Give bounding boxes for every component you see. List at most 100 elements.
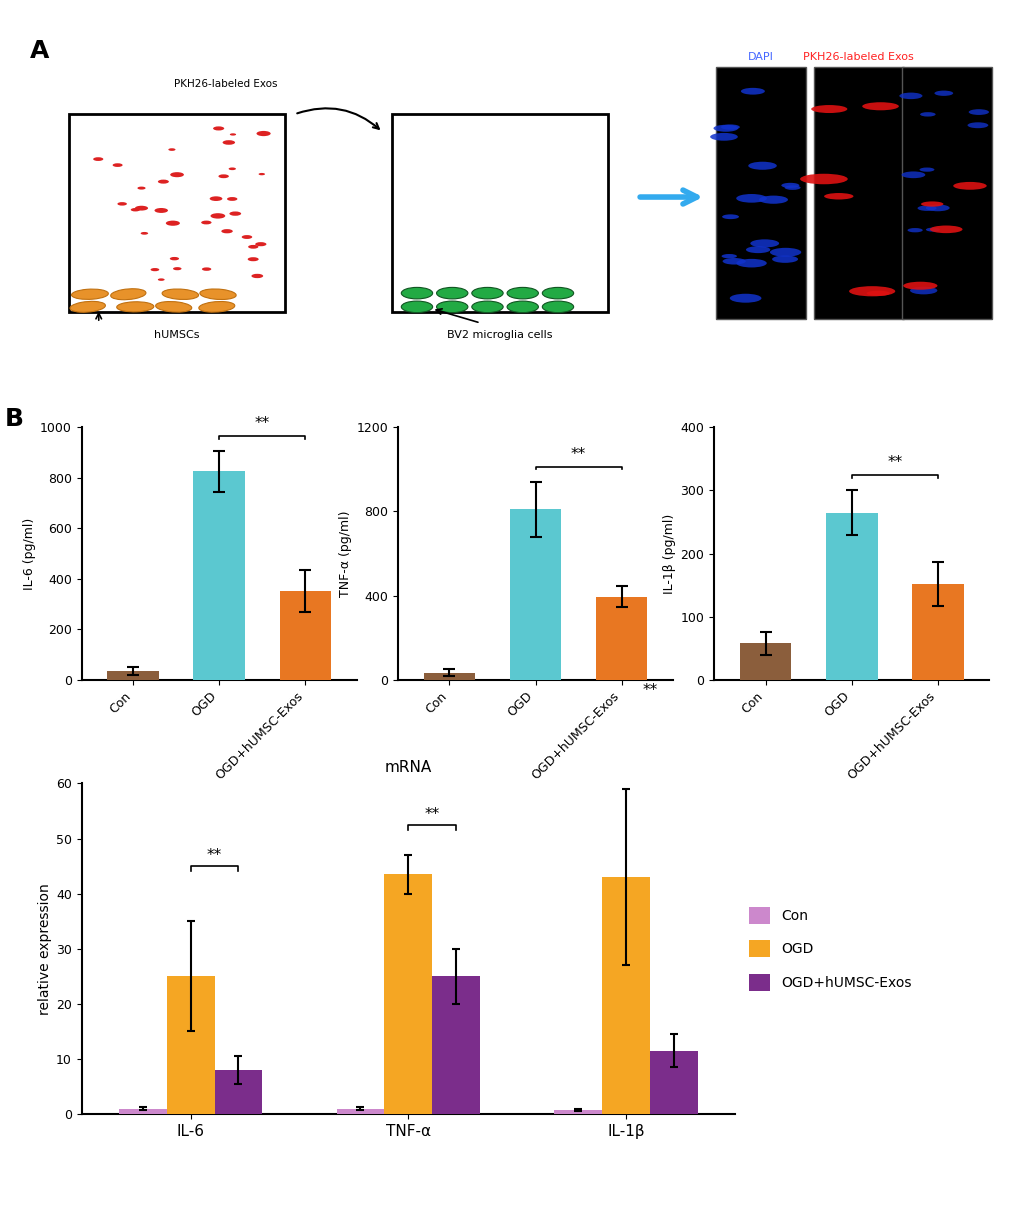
Text: **: ** <box>887 455 902 470</box>
Ellipse shape <box>925 205 949 211</box>
Bar <box>813 68 903 320</box>
Circle shape <box>227 197 237 201</box>
Circle shape <box>259 173 265 176</box>
Ellipse shape <box>901 172 924 178</box>
Text: B: B <box>4 407 23 431</box>
Ellipse shape <box>740 88 764 94</box>
Bar <box>715 68 805 320</box>
Circle shape <box>112 163 122 167</box>
Ellipse shape <box>907 228 922 233</box>
Ellipse shape <box>781 183 799 188</box>
Circle shape <box>213 126 224 131</box>
Bar <box>510 510 560 679</box>
Y-axis label: TNF-α (pg/ml): TNF-α (pg/ml) <box>339 510 352 597</box>
Circle shape <box>542 302 573 312</box>
Circle shape <box>202 268 211 271</box>
Ellipse shape <box>903 282 936 289</box>
Circle shape <box>170 172 183 177</box>
Text: **: ** <box>255 417 270 431</box>
Circle shape <box>210 213 225 219</box>
Circle shape <box>436 302 468 312</box>
Ellipse shape <box>929 225 962 234</box>
Bar <box>166 976 214 1114</box>
Circle shape <box>173 268 181 270</box>
Text: BV2 microglia cells: BV2 microglia cells <box>447 331 552 340</box>
Ellipse shape <box>918 167 933 172</box>
Ellipse shape <box>709 133 737 140</box>
Ellipse shape <box>116 302 154 312</box>
Circle shape <box>542 287 573 299</box>
Circle shape <box>117 202 126 206</box>
Ellipse shape <box>769 248 801 257</box>
Bar <box>279 591 331 679</box>
Circle shape <box>251 274 263 279</box>
Ellipse shape <box>200 289 236 299</box>
Ellipse shape <box>720 125 739 130</box>
Circle shape <box>93 157 103 161</box>
Text: hUMSCs: hUMSCs <box>154 331 200 340</box>
Bar <box>649 1051 697 1114</box>
Bar <box>423 672 475 679</box>
Text: PKH26-labeled Exos: PKH26-labeled Exos <box>174 79 277 90</box>
Ellipse shape <box>909 287 936 294</box>
Legend: Con, OGD, OGD+hUMSC-Exos: Con, OGD, OGD+hUMSC-Exos <box>742 900 917 998</box>
Circle shape <box>210 196 222 201</box>
Ellipse shape <box>199 302 234 312</box>
Circle shape <box>506 302 538 312</box>
Circle shape <box>138 186 146 190</box>
Circle shape <box>221 229 232 234</box>
Bar <box>602 877 649 1114</box>
Title: mRNA: mRNA <box>384 761 432 775</box>
Bar <box>739 643 791 679</box>
Text: PKH26-labeled Exos: PKH26-labeled Exos <box>802 52 913 62</box>
Ellipse shape <box>748 162 776 170</box>
Ellipse shape <box>919 113 934 116</box>
Circle shape <box>154 208 168 213</box>
Circle shape <box>472 302 502 312</box>
Circle shape <box>151 268 159 271</box>
Ellipse shape <box>712 125 738 132</box>
Ellipse shape <box>866 291 889 295</box>
Circle shape <box>158 179 169 184</box>
Bar <box>107 671 159 679</box>
Ellipse shape <box>729 294 761 303</box>
Ellipse shape <box>758 196 788 203</box>
Ellipse shape <box>162 289 199 299</box>
Bar <box>392 114 607 312</box>
Bar <box>432 976 480 1114</box>
Ellipse shape <box>967 122 987 128</box>
Bar <box>214 1071 262 1114</box>
Circle shape <box>166 220 179 225</box>
Ellipse shape <box>899 92 921 99</box>
Ellipse shape <box>933 91 952 96</box>
Ellipse shape <box>917 206 935 211</box>
Ellipse shape <box>745 246 769 253</box>
Circle shape <box>201 220 211 224</box>
Ellipse shape <box>920 201 943 207</box>
Ellipse shape <box>71 289 108 299</box>
Ellipse shape <box>810 105 847 113</box>
Text: **: ** <box>424 807 439 822</box>
Y-axis label: IL-6 (pg/ml): IL-6 (pg/ml) <box>22 517 36 590</box>
Circle shape <box>248 245 258 248</box>
Ellipse shape <box>70 302 105 312</box>
Ellipse shape <box>953 182 985 190</box>
Ellipse shape <box>799 173 847 184</box>
Circle shape <box>222 140 234 145</box>
Ellipse shape <box>968 109 988 115</box>
Ellipse shape <box>925 228 938 231</box>
Ellipse shape <box>721 258 745 264</box>
Circle shape <box>169 257 179 260</box>
Ellipse shape <box>750 240 779 247</box>
Circle shape <box>158 279 164 281</box>
Ellipse shape <box>736 259 766 268</box>
Circle shape <box>135 206 148 211</box>
Bar <box>901 68 990 320</box>
Circle shape <box>255 242 266 246</box>
Ellipse shape <box>720 254 736 258</box>
Y-axis label: IL-1β (pg/ml): IL-1β (pg/ml) <box>662 513 676 593</box>
Ellipse shape <box>111 288 146 300</box>
Circle shape <box>256 131 270 136</box>
Circle shape <box>248 257 259 262</box>
Text: **: ** <box>571 447 586 461</box>
